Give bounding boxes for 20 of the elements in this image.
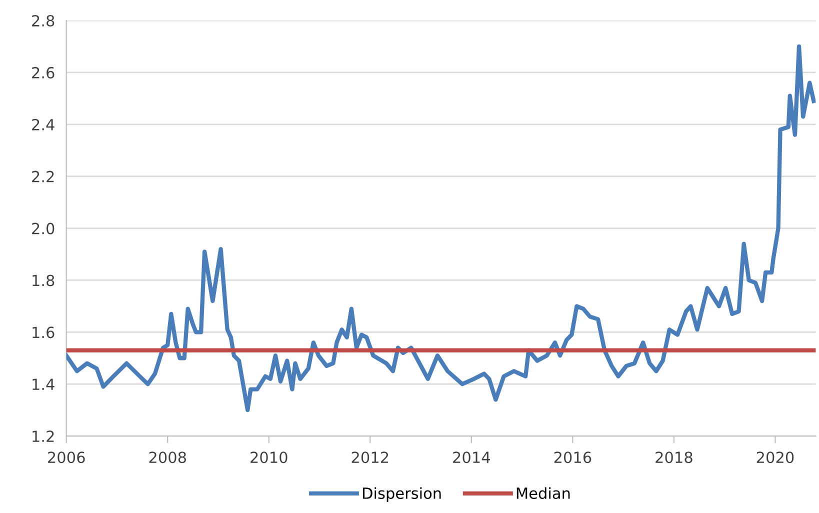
- line-series: [66, 44, 816, 412]
- y-tick-label: 1.8: [32, 274, 54, 286]
- x-tick-label: 2016: [554, 452, 592, 464]
- y-tick-label: 2.6: [32, 66, 54, 78]
- y-tick-label: 1.2: [32, 430, 54, 442]
- y-tick-label: 2.0: [32, 222, 54, 234]
- x-tick-label: 2008: [149, 452, 186, 464]
- x-tick-label: 2012: [352, 452, 388, 464]
- y-tick-label: 2.2: [32, 170, 54, 182]
- x-tick-label: 2018: [656, 452, 692, 464]
- y-tick-label: 2.8: [32, 14, 54, 27]
- legend-label: Median: [516, 487, 570, 500]
- x-tick-label: 2006: [48, 452, 85, 464]
- y-tick-label: 1.4: [32, 378, 54, 390]
- x-tick-label: 2014: [453, 452, 490, 464]
- x-tick-label: 2020: [756, 452, 794, 464]
- x-tick-label: 2010: [250, 452, 288, 464]
- legend-label: Dispersion: [362, 487, 441, 502]
- y-tick-label: 1.6: [32, 326, 54, 338]
- y-tick-label: 2.4: [32, 118, 54, 130]
